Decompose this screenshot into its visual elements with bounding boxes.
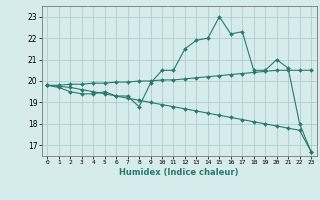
X-axis label: Humidex (Indice chaleur): Humidex (Indice chaleur) <box>119 168 239 177</box>
